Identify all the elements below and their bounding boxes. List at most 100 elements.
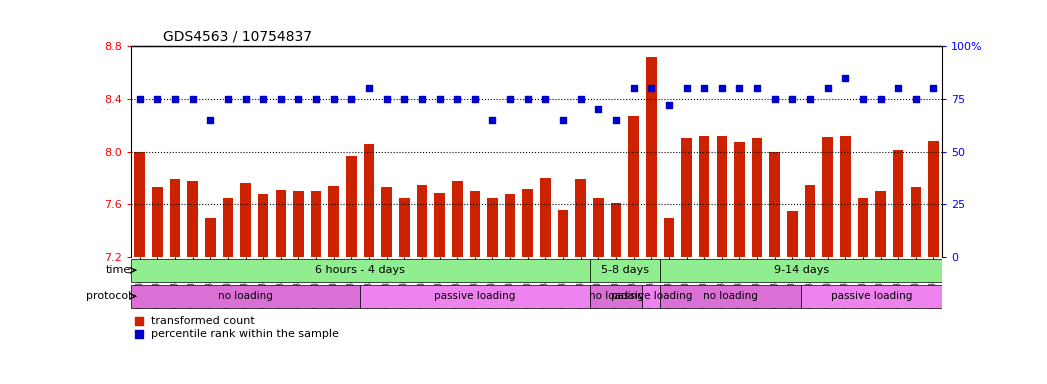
FancyBboxPatch shape: [643, 285, 660, 308]
Point: [202, 117, 219, 123]
Bar: [170, 179, 180, 257]
Point: [784, 96, 801, 102]
Point: [360, 85, 377, 91]
FancyBboxPatch shape: [131, 258, 589, 282]
FancyBboxPatch shape: [589, 258, 660, 282]
Bar: [417, 185, 427, 257]
Point: [696, 85, 713, 91]
Text: no loading: no loading: [704, 291, 758, 301]
Bar: [893, 151, 904, 257]
Bar: [628, 116, 639, 257]
Text: passive loading: passive loading: [610, 291, 692, 301]
Point: [326, 96, 342, 102]
Point: [602, 131, 619, 137]
Point: [819, 85, 836, 91]
Point: [254, 96, 271, 102]
Bar: [505, 194, 515, 257]
Bar: [240, 184, 251, 257]
Bar: [646, 56, 656, 257]
Bar: [223, 198, 233, 257]
Point: [484, 117, 500, 123]
Text: 9-14 days: 9-14 days: [774, 265, 829, 275]
Bar: [610, 203, 621, 257]
Point: [766, 96, 783, 102]
Bar: [293, 191, 304, 257]
Point: [220, 96, 237, 102]
Point: [131, 96, 148, 102]
Point: [555, 117, 572, 123]
Point: [713, 85, 730, 91]
Bar: [435, 193, 445, 257]
Point: [467, 96, 484, 102]
Bar: [929, 141, 939, 257]
Bar: [152, 187, 162, 257]
Point: [661, 102, 677, 108]
Point: [872, 96, 889, 102]
Text: no loading: no loading: [588, 291, 644, 301]
Point: [149, 96, 165, 102]
Text: time: time: [106, 265, 131, 275]
Point: [537, 96, 554, 102]
Bar: [469, 191, 481, 257]
Text: percentile rank within the sample: percentile rank within the sample: [151, 329, 339, 339]
Point: [343, 96, 360, 102]
Point: [643, 85, 660, 91]
Bar: [399, 198, 409, 257]
Point: [378, 96, 395, 102]
Point: [272, 96, 289, 102]
Point: [238, 96, 254, 102]
Bar: [275, 190, 286, 257]
Point: [926, 85, 942, 91]
Point: [449, 96, 466, 102]
Bar: [381, 187, 392, 257]
Point: [890, 85, 907, 91]
Text: GDS4563 / 10754837: GDS4563 / 10754837: [163, 30, 312, 43]
Point: [166, 96, 183, 102]
Bar: [258, 194, 268, 257]
Bar: [205, 218, 216, 257]
Text: transformed count: transformed count: [151, 316, 254, 326]
Bar: [452, 181, 463, 257]
Bar: [752, 139, 762, 257]
Bar: [770, 152, 780, 257]
Bar: [347, 156, 357, 257]
Bar: [134, 152, 144, 257]
Bar: [734, 142, 744, 257]
Point: [731, 85, 748, 91]
Bar: [187, 181, 198, 257]
Point: [625, 85, 642, 91]
Point: [573, 96, 589, 102]
Bar: [363, 144, 374, 257]
Bar: [699, 136, 710, 257]
Bar: [822, 137, 833, 257]
Point: [854, 96, 871, 102]
Bar: [682, 139, 692, 257]
Bar: [664, 218, 674, 257]
Text: protocol: protocol: [86, 291, 131, 301]
Bar: [522, 189, 533, 257]
Bar: [540, 178, 551, 257]
Text: passive loading: passive loading: [831, 291, 912, 301]
FancyBboxPatch shape: [589, 285, 643, 308]
Point: [519, 96, 536, 102]
Bar: [558, 210, 569, 257]
Point: [290, 96, 307, 102]
Bar: [487, 198, 497, 257]
Point: [749, 85, 765, 91]
Point: [431, 96, 448, 102]
Bar: [911, 187, 921, 257]
Bar: [311, 191, 321, 257]
Text: passive loading: passive loading: [435, 291, 515, 301]
Point: [802, 96, 819, 102]
Bar: [840, 136, 850, 257]
Bar: [329, 186, 339, 257]
Point: [184, 96, 201, 102]
Bar: [787, 211, 798, 257]
Bar: [805, 185, 816, 257]
Bar: [716, 136, 727, 257]
Text: 5-8 days: 5-8 days: [601, 265, 649, 275]
Point: [678, 85, 695, 91]
Point: [607, 117, 624, 123]
Bar: [875, 191, 886, 257]
Point: [502, 96, 518, 102]
